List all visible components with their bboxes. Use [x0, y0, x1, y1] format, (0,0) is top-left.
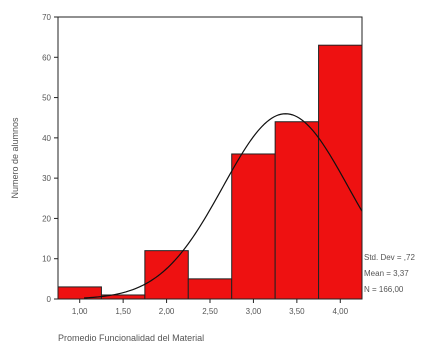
y-tick-label: 20 [42, 214, 51, 223]
histogram-bar-5 [231, 153, 276, 300]
y-tick-label: 60 [42, 53, 51, 62]
mean-label: Mean = 3,37 [364, 269, 409, 278]
y-tick-label: 70 [42, 13, 51, 22]
y-tick-label: 40 [42, 134, 51, 143]
stats-box: Std. Dev = ,72 Mean = 3,37 N = 166,00 [364, 253, 415, 294]
x-tick-label: 2,00 [159, 307, 175, 316]
y-tick-label: 10 [42, 255, 51, 264]
x-tick-label: 4,00 [332, 307, 348, 316]
histogram-bar-3 [144, 250, 189, 300]
normal-curve [84, 113, 363, 299]
y-tick-label: 50 [42, 94, 51, 103]
y-axis: 0 10 20 30 40 50 60 70 [42, 13, 58, 304]
histogram-bar-4 [187, 278, 233, 300]
n-label: N = 166,00 [364, 285, 404, 294]
x-tick-label: 1,50 [115, 307, 131, 316]
std-dev-label: Std. Dev = ,72 [364, 253, 415, 262]
bars-group [57, 44, 363, 300]
x-tick-label: 2,50 [202, 307, 218, 316]
y-tick-label: 30 [42, 174, 51, 183]
x-axis: 1,00 1,50 2,00 2,50 3,00 3,50 4,00 [72, 299, 349, 316]
y-axis-title: Numero de alumnos [10, 117, 20, 199]
x-tick-label: 3,00 [246, 307, 262, 316]
histogram-bar-6 [274, 121, 320, 300]
x-tick-label: 3,50 [289, 307, 305, 316]
x-tick-label: 1,00 [72, 307, 88, 316]
x-axis-title: Promedio Funcionalidad del Material [58, 333, 204, 343]
y-tick-label: 0 [47, 295, 52, 304]
